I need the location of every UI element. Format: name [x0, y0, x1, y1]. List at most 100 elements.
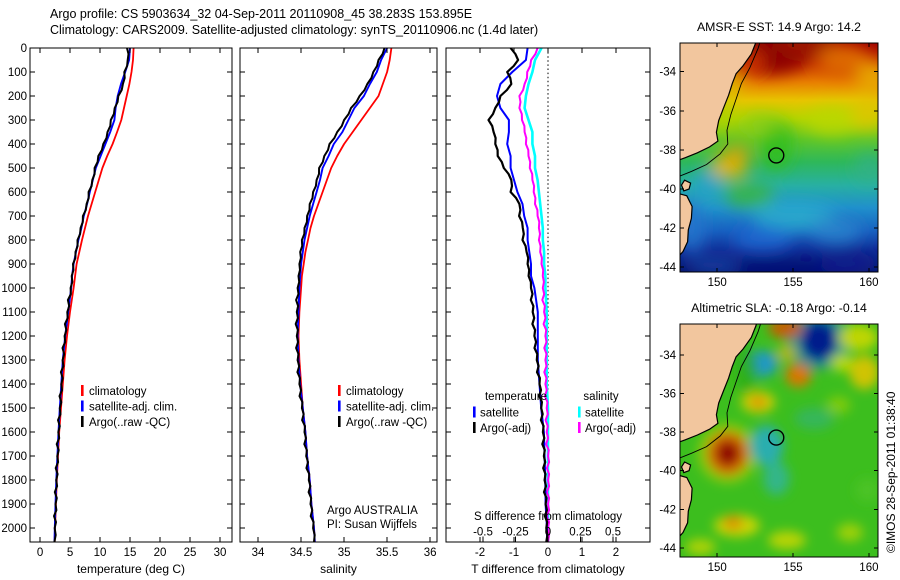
x-tick-label: -2: [475, 547, 485, 559]
legend-label-salinity-satellite: satellite: [585, 408, 624, 420]
tasmania-landmass: [680, 193, 693, 256]
latitude-tick-label: -40: [659, 184, 676, 196]
latitude-tick-label: -34: [659, 350, 676, 362]
temperature-profile-climatology-line: [53, 48, 135, 542]
salinity-profile-frame: [239, 47, 438, 543]
temperature-profile-argo-raw-qc-line: [53, 48, 130, 542]
sla-map-frame: [679, 323, 879, 558]
difference-profile-temperature-argo-adj-line: [487, 48, 549, 542]
sla-map-title: Altimetric SLA: -0.18 Argo: -0.14: [691, 301, 867, 315]
depth-tick-label: 1900: [1, 499, 27, 511]
depth-tick-label: 400: [8, 139, 27, 151]
latitude-tick-label: -44: [659, 543, 676, 555]
longitude-tick-label: 150: [708, 277, 727, 289]
s-difference-axis: S difference from climatology -0.5 -0.25 0 0…: [473, 511, 622, 542]
legend-label-salinity-argo-adj: Argo(-adj): [585, 423, 636, 435]
latitude-tick-label: -34: [659, 67, 676, 79]
mainland-landmass: [680, 324, 758, 443]
legend-label-satellite-adj-clim: satellite-adj. clim.: [89, 402, 177, 414]
temperature-profile-frame: [29, 47, 233, 543]
longitude-tick-label: 155: [783, 277, 802, 289]
figure-title-line2: Climatology: CARS2009. Satellite-adjuste…: [50, 23, 539, 37]
difference-profile-legend: temperature satellite Argo(-adj) salinity sa…: [473, 391, 636, 435]
depth-tick-label: 700: [8, 211, 27, 223]
annotation-line-0: Argo AUSTRALIA: [327, 505, 418, 517]
sla-map-field-blobs: [685, 324, 878, 555]
latitude-tick-label: -38: [659, 427, 676, 439]
sst-map: 150 155 160 -34 -36 -38 -40 -42 -44 AMSR-E SST: 1…: [659, 20, 879, 289]
x-tick-label: 30: [214, 547, 227, 559]
depth-tick-label: 1300: [1, 355, 27, 367]
temperature-profile-satellite-adj-clim-line: [53, 48, 131, 542]
x-tick-label: 25: [184, 547, 197, 559]
x-tick-label: 5: [67, 547, 73, 559]
salinity-profile-xlabel: salinity: [320, 562, 357, 576]
sst-map-ticks: [680, 43, 878, 272]
latitude-tick-label: -40: [659, 466, 676, 478]
depth-tick-label: 600: [8, 187, 27, 199]
legend-label-argo-raw-qc: Argo(..raw -QC): [89, 417, 170, 429]
temperature-profile-ticks: [30, 47, 232, 542]
salinity-profile-ticks: [240, 47, 437, 542]
x-tick-label: 0: [545, 547, 551, 559]
s-difference-axis-label: S difference from climatology: [474, 511, 622, 523]
sla-map-ticks: [680, 324, 878, 557]
mainland-landmass: [680, 43, 757, 161]
s-tick-label: -0.5: [473, 527, 493, 539]
x-tick-label: 35: [338, 547, 351, 559]
difference-profile-panel: -2 -1 0 1 2 T difference from climatology temp…: [445, 47, 651, 576]
legend-label-argo-raw-qc: Argo(..raw -QC): [346, 417, 427, 429]
latitude-tick-label: -36: [659, 388, 676, 400]
depth-tick-label: 100: [8, 67, 27, 79]
x-tick-label: 35.5: [376, 547, 398, 559]
longitude-tick-label: 160: [859, 277, 878, 289]
depth-tick-label: 800: [8, 235, 27, 247]
imos-credit: ©IMOS 28-Sep-2011 01:38:40: [884, 391, 898, 553]
depth-tick-label: 1700: [1, 451, 27, 463]
temperature-profile-panel: 0 5 10 15 20 25 300100200300400500600700800900…: [1, 43, 233, 576]
salinity-profile-argo-raw-qc-line: [294, 48, 386, 542]
depth-tick-label: 900: [8, 259, 27, 271]
shelf-contour-line: [680, 324, 762, 459]
depth-tick-label: 1600: [1, 427, 27, 439]
depth-tick-label: 500: [8, 163, 27, 175]
latitude-tick-label: -38: [659, 145, 676, 157]
depth-tick-label: 2000: [1, 523, 27, 535]
salinity-profile-panel: 34 34.5 35 35.5 36 salinity climatology satelli…: [239, 47, 438, 576]
x-tick-label: 15: [124, 547, 137, 559]
latitude-tick-label: -42: [659, 504, 676, 516]
temperature-profile-xlabel: temperature (deg C): [77, 562, 185, 576]
s-tick-label: 0.5: [605, 527, 621, 539]
s-tick-label: 0.25: [569, 527, 591, 539]
annotation-line-1: PI: Susan Wijffels: [327, 519, 417, 531]
salinity-profile-climatology-line: [297, 48, 393, 542]
temperature-profile-legend: climatology satellite-adj. clim. Argo(..ra…: [81, 385, 177, 429]
longitude-tick-label: 150: [708, 562, 727, 574]
difference-profile-salinity-argo-adj-line: [518, 48, 551, 542]
depth-tick-label: 1400: [1, 379, 27, 391]
x-tick-label: 36: [424, 547, 437, 559]
x-tick-label: 10: [94, 547, 107, 559]
latitude-tick-label: -44: [659, 262, 676, 274]
legend-label-climatology: climatology: [346, 386, 404, 398]
tasmania-landmass: [680, 475, 693, 537]
s-tick-label: 0: [545, 527, 551, 539]
sst-map-float-position-marker: [768, 147, 785, 164]
longitude-tick-label: 155: [783, 562, 802, 574]
flinders-landmass: [680, 461, 692, 474]
latitude-tick-label: -42: [659, 223, 676, 235]
difference-profile-xlabel: T difference from climatology: [471, 562, 625, 576]
x-tick-label: 34.5: [290, 547, 312, 559]
sst-map-frame: [679, 42, 879, 273]
legend-label-satellite-adj-clim: satellite-adj. clim.: [346, 402, 434, 414]
sla-map-float-position-marker: [768, 429, 785, 446]
depth-tick-label: 0: [21, 43, 27, 55]
salinity-profile-legend: climatology satellite-adj. clim. Argo(..ra…: [338, 385, 434, 429]
depth-tick-label: 1100: [2, 307, 27, 319]
figure-title-line1: Argo profile: CS 5903634_32 04-Sep-2011 …: [50, 7, 473, 21]
s-tick-label: -0.25: [502, 527, 528, 539]
x-tick-label: 2: [613, 547, 619, 559]
sst-map-title: AMSR-E SST: 14.9 Argo: 14.2: [697, 20, 861, 34]
